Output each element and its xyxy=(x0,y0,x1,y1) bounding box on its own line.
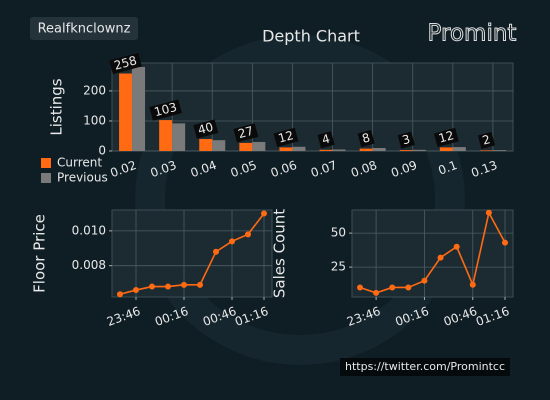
y-tick-label: 0 xyxy=(98,144,106,158)
y-axis-label: Floor Price xyxy=(31,214,49,293)
data-label-box xyxy=(109,52,142,75)
bar xyxy=(452,147,466,151)
point xyxy=(357,284,363,291)
bar xyxy=(319,149,333,151)
data-label-box xyxy=(477,131,496,149)
bar xyxy=(332,149,346,151)
point xyxy=(149,283,155,290)
watermark xyxy=(135,35,465,365)
y-tick-label: 0.010 xyxy=(72,223,106,237)
bar xyxy=(412,149,426,151)
legend-label: Current xyxy=(57,156,102,170)
data-label-text: 12 xyxy=(277,128,295,145)
line xyxy=(359,210,506,294)
data-label-box xyxy=(193,119,219,139)
data-label: 12 xyxy=(433,127,459,148)
point xyxy=(437,254,444,261)
point xyxy=(373,289,380,296)
footer-link: https://twitter.com/Promintcc xyxy=(345,360,505,373)
point xyxy=(229,238,235,245)
point xyxy=(117,291,123,298)
user-badge xyxy=(30,17,138,40)
point xyxy=(261,210,267,217)
point xyxy=(502,239,508,246)
data-label-text: 8 xyxy=(361,130,372,146)
data-label-box xyxy=(357,130,375,148)
point xyxy=(213,248,219,255)
bar xyxy=(359,148,373,151)
point xyxy=(453,243,460,250)
data-label-text: 3 xyxy=(401,132,412,148)
x-tick-label: 0.1 xyxy=(436,158,459,178)
bar xyxy=(119,73,133,151)
data-label-box xyxy=(149,99,182,121)
point xyxy=(421,277,428,284)
chart-title: Depth Chart xyxy=(262,27,360,46)
point xyxy=(245,231,251,238)
point xyxy=(469,281,476,288)
legend-label: Previous xyxy=(57,171,108,185)
link-box xyxy=(340,358,510,376)
data-label-box xyxy=(317,131,335,149)
bar xyxy=(132,66,146,151)
point xyxy=(405,284,412,291)
bar xyxy=(439,147,453,151)
data-label-text: 4 xyxy=(320,132,331,148)
y-tick-label: 100 xyxy=(83,113,106,127)
legend-swatch xyxy=(41,158,51,168)
data-label-text: 2 xyxy=(481,132,492,148)
y-tick-label: 50 xyxy=(331,226,346,240)
point xyxy=(133,287,139,294)
line xyxy=(119,212,265,295)
data-label: 40 xyxy=(193,119,219,139)
data-label-box xyxy=(397,131,415,149)
data-label: 258 xyxy=(109,52,142,75)
bar xyxy=(239,142,253,151)
data-label-box xyxy=(273,127,299,148)
data-label: 8 xyxy=(357,130,375,148)
bar xyxy=(372,147,386,151)
y-tick-label: 0.008 xyxy=(72,258,106,272)
bar xyxy=(212,140,226,151)
bar xyxy=(159,120,173,151)
y-axis-label: Sales Count xyxy=(271,209,289,298)
point xyxy=(165,283,171,290)
data-label-text: 12 xyxy=(437,128,455,145)
plot-area xyxy=(111,209,273,298)
bar xyxy=(479,150,493,151)
data-label: 2 xyxy=(477,131,496,149)
data-label: 103 xyxy=(149,99,182,121)
data-label-text: 27 xyxy=(237,124,255,141)
data-label-text: 103 xyxy=(153,100,179,119)
data-label: 4 xyxy=(317,131,335,149)
bar xyxy=(199,138,213,151)
data-label-text: 258 xyxy=(113,53,139,72)
legend-swatch xyxy=(41,173,51,183)
bar xyxy=(399,150,413,151)
point xyxy=(181,281,187,288)
data-label-text: 40 xyxy=(196,120,214,137)
bar xyxy=(292,146,306,151)
point xyxy=(389,284,396,291)
data-label: 12 xyxy=(273,127,299,148)
y-axis-label: Listings xyxy=(48,78,66,135)
bar xyxy=(172,123,186,151)
data-label-box xyxy=(233,123,259,143)
bar xyxy=(492,150,506,151)
data-label: 27 xyxy=(233,123,259,143)
logo: Promint xyxy=(428,21,517,47)
bar xyxy=(252,141,266,151)
point xyxy=(485,209,492,216)
point xyxy=(197,281,203,288)
data-label: 3 xyxy=(397,131,415,149)
bar xyxy=(279,147,293,151)
user-name: Realfknclownz xyxy=(38,22,131,37)
data-label-box xyxy=(433,127,459,148)
y-tick-label: 200 xyxy=(83,83,106,97)
y-tick-label: 25 xyxy=(331,260,346,274)
